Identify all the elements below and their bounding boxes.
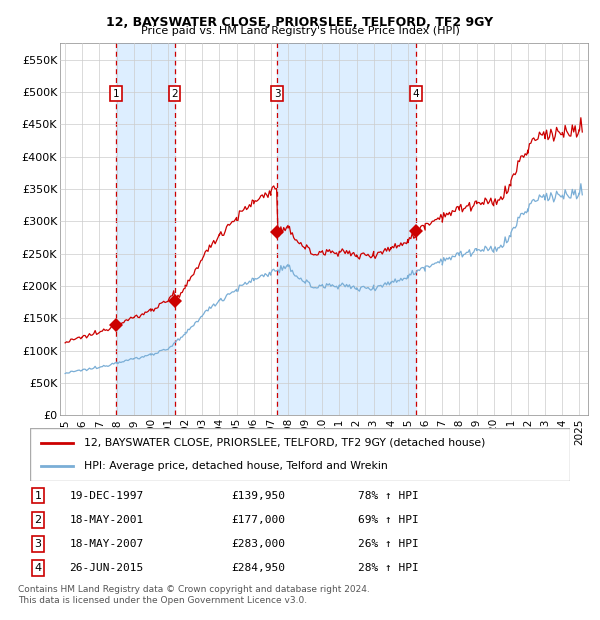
Text: 18-MAY-2007: 18-MAY-2007 bbox=[70, 539, 144, 549]
Text: 4: 4 bbox=[413, 89, 419, 99]
Bar bbox=[277, 43, 416, 415]
Text: HPI: Average price, detached house, Telford and Wrekin: HPI: Average price, detached house, Telf… bbox=[84, 461, 388, 471]
Text: 28% ↑ HPI: 28% ↑ HPI bbox=[358, 563, 418, 574]
Text: £139,950: £139,950 bbox=[231, 490, 285, 501]
FancyBboxPatch shape bbox=[30, 428, 570, 480]
Text: 1: 1 bbox=[34, 490, 41, 501]
Text: 69% ↑ HPI: 69% ↑ HPI bbox=[358, 515, 418, 525]
Text: 1: 1 bbox=[113, 89, 119, 99]
Text: 4: 4 bbox=[34, 563, 41, 574]
Text: £284,950: £284,950 bbox=[231, 563, 285, 574]
Text: 19-DEC-1997: 19-DEC-1997 bbox=[70, 490, 144, 501]
Text: 26-JUN-2015: 26-JUN-2015 bbox=[70, 563, 144, 574]
Text: 3: 3 bbox=[34, 539, 41, 549]
Text: 12, BAYSWATER CLOSE, PRIORSLEE, TELFORD, TF2 9GY (detached house): 12, BAYSWATER CLOSE, PRIORSLEE, TELFORD,… bbox=[84, 438, 485, 448]
Text: 3: 3 bbox=[274, 89, 281, 99]
Text: 2: 2 bbox=[34, 515, 41, 525]
Text: 12, BAYSWATER CLOSE, PRIORSLEE, TELFORD, TF2 9GY: 12, BAYSWATER CLOSE, PRIORSLEE, TELFORD,… bbox=[106, 16, 494, 29]
Text: £177,000: £177,000 bbox=[231, 515, 285, 525]
Text: Contains HM Land Registry data © Crown copyright and database right 2024.: Contains HM Land Registry data © Crown c… bbox=[18, 585, 370, 595]
Text: 78% ↑ HPI: 78% ↑ HPI bbox=[358, 490, 418, 501]
Text: This data is licensed under the Open Government Licence v3.0.: This data is licensed under the Open Gov… bbox=[18, 596, 307, 605]
Bar bbox=[116, 43, 175, 415]
Text: Price paid vs. HM Land Registry's House Price Index (HPI): Price paid vs. HM Land Registry's House … bbox=[140, 26, 460, 36]
Text: 26% ↑ HPI: 26% ↑ HPI bbox=[358, 539, 418, 549]
Text: 2: 2 bbox=[171, 89, 178, 99]
Text: £283,000: £283,000 bbox=[231, 539, 285, 549]
Text: 18-MAY-2001: 18-MAY-2001 bbox=[70, 515, 144, 525]
